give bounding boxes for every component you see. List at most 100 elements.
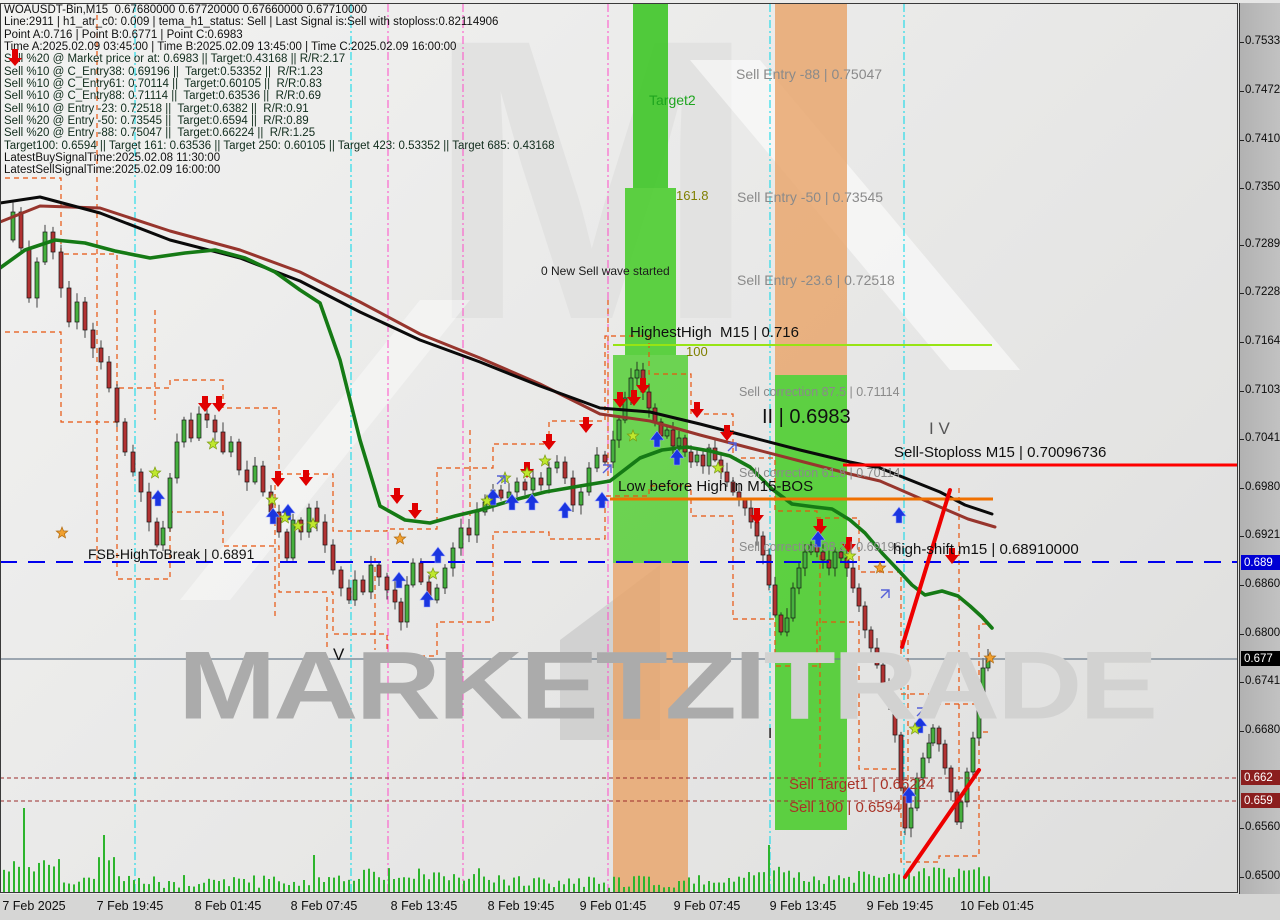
price-tick-mark [1240, 584, 1244, 586]
session-lines [96, 4, 905, 893]
trendline-steep[interactable] [900, 488, 952, 649]
sell-arrow-icon [636, 378, 650, 394]
buy-arrow-icon [391, 571, 407, 589]
targets-line: Target100: 0.6594 || Target 161: 0.63536… [4, 139, 555, 152]
price-tick-mark [1240, 827, 1244, 829]
buy-arrow-icon [891, 506, 907, 524]
price-level-badge: 0.677 [1241, 651, 1280, 666]
sell-entry61-line: Sell %10 @ C_Entry61: 0.70114 || Target:… [4, 78, 322, 91]
buy-arrow-icon [594, 491, 610, 509]
trendline-low[interactable] [903, 768, 981, 879]
price-tick-label: 0.7533 [1245, 35, 1280, 47]
buy-arrow-icon [524, 493, 540, 511]
envelope-indicator [5, 15, 988, 863]
buy-arrow-icon [557, 501, 573, 519]
fib-zone [775, 3, 847, 375]
volume-histogram [3, 808, 990, 893]
buy-arrow-icon [265, 507, 281, 525]
price-tick-label: 0.6921 [1245, 529, 1280, 541]
price-tick-label: 0.7350 [1245, 181, 1280, 193]
sell-arrow-icon [579, 417, 593, 433]
fib-zone [633, 3, 668, 188]
sell-stoploss: Sell-Stoploss M15 | 0.70096736 [894, 444, 1107, 461]
wave-2-price: II | 0.6983 [762, 406, 851, 428]
time-tick-label: 9 Feb 07:45 [673, 899, 741, 913]
latest-buy-time-line: LatestBuySignalTime:2025.02.08 11:30:00 [4, 152, 221, 165]
wave-4: I V [929, 419, 950, 438]
sell-arrow-icon [813, 519, 827, 535]
buy-arrow-icon [504, 493, 520, 511]
star-icon [520, 466, 534, 479]
time-tick-label: 7 Feb 19:45 [96, 899, 164, 913]
sell-arrow-icon [750, 508, 764, 524]
fib-zone [613, 563, 688, 893]
price-tick-mark [1240, 730, 1244, 732]
buy-arrow-icon [669, 448, 685, 466]
draw-arrow-icon [880, 589, 890, 599]
time-tick-label: 8 Feb 13:45 [390, 899, 458, 913]
sell-arrow-icon [212, 396, 226, 412]
buy-arrow-icon [430, 546, 446, 564]
price-tick-mark [1240, 139, 1244, 141]
star-icon [843, 549, 857, 562]
sell-100: Sell 100 | 0.6594 [789, 799, 902, 816]
price-tick-label: 0.7472 [1245, 84, 1280, 96]
watermark-brand-right: TRADE [763, 631, 1158, 740]
sell-arrow-icon [627, 390, 641, 406]
sell-arrow-icon [542, 434, 556, 450]
star-icon [206, 437, 220, 450]
time-tick-label: 8 Feb 01:45 [194, 899, 262, 913]
price-tick-mark [1240, 535, 1244, 537]
fib-161-label: 161.8 [676, 188, 709, 203]
high-shift: high-shift m15 | 0.68910000 [893, 541, 1079, 558]
price-tick-mark [1240, 292, 1244, 294]
price-axis[interactable]: 0.7533 0.7472 0.7410 0.7350 0.7289 0.7228 0.71… [1239, 3, 1280, 894]
sell-signal-arrow-icon [8, 49, 22, 66]
fib-100-label: 100 [686, 344, 708, 359]
star-icon [306, 517, 320, 530]
time-axis[interactable]: 7 Feb 2025 7 Feb 19:45 8 Feb 01:45 8 Feb 07… [0, 894, 1280, 920]
price-tick-label: 0.6800 [1245, 627, 1280, 639]
price-tick-mark [1240, 244, 1244, 246]
buy-arrow-icon [150, 489, 166, 507]
sell-arrow-icon [842, 537, 856, 553]
sell-entry-88-line: Sell %20 @ Entry -88: 0.75047 || Target:… [4, 127, 316, 140]
buy-arrow-icon [901, 786, 917, 804]
price-tick-label: 0.7041 [1245, 432, 1280, 444]
price-tick-mark [1240, 390, 1244, 392]
draw-arrow-icon [602, 464, 612, 474]
price-tick-mark [1240, 487, 1244, 489]
price-tick-label: 0.6741 [1245, 675, 1280, 687]
star-icon [426, 567, 440, 580]
star-icon [480, 494, 494, 507]
sell-entry88-line: Sell %10 @ C_Entry88: 0.71114 || Target:… [4, 90, 322, 103]
price-tick-label: 0.7228 [1245, 286, 1280, 298]
price-tick-label: 0.6500 [1245, 870, 1280, 882]
sell-arrow-icon [945, 548, 959, 564]
fib-zones [613, 3, 847, 893]
latest-sell-time-line: LatestSellSignalTime:2025.02.09 16:00:00 [4, 164, 221, 177]
price-level-badge: 0.662 [1241, 770, 1280, 785]
sell-arrow-icon [408, 503, 422, 519]
price-tick-label: 0.7103 [1245, 384, 1280, 396]
draw-arrow-icon [496, 475, 506, 485]
sell-entry-50: Sell Entry -50 | 0.73545 [737, 189, 884, 205]
price-tick-mark [1240, 41, 1244, 43]
sell-entry38-line: Sell %10 @ C_Entry38: 0.69196 || Target:… [4, 65, 323, 78]
price-level-badge: 0.689 [1241, 555, 1280, 570]
sell-arrow-icon [299, 470, 313, 486]
star-icon [148, 466, 162, 479]
times-line: Time A:2025.02.09 03:45:00 | Time B:2025… [4, 41, 457, 54]
price-tick-mark [1240, 187, 1244, 189]
price-tick-label: 0.7289 [1245, 238, 1280, 250]
time-tick-label: 9 Feb 01:45 [579, 899, 647, 913]
ma-slow-brown [0, 204, 997, 529]
price-tick-label: 0.7164 [1245, 335, 1280, 347]
sell-arrow-icon [613, 392, 627, 408]
signal-status-line: Line:2911 | h1_atr_c0: 0.009 | tema_h1_s… [4, 16, 499, 29]
draw-arrow-icon [916, 707, 926, 717]
price-tick-mark [1240, 341, 1244, 343]
target2-label: Target2 [649, 92, 696, 108]
fib-zone [625, 188, 676, 355]
